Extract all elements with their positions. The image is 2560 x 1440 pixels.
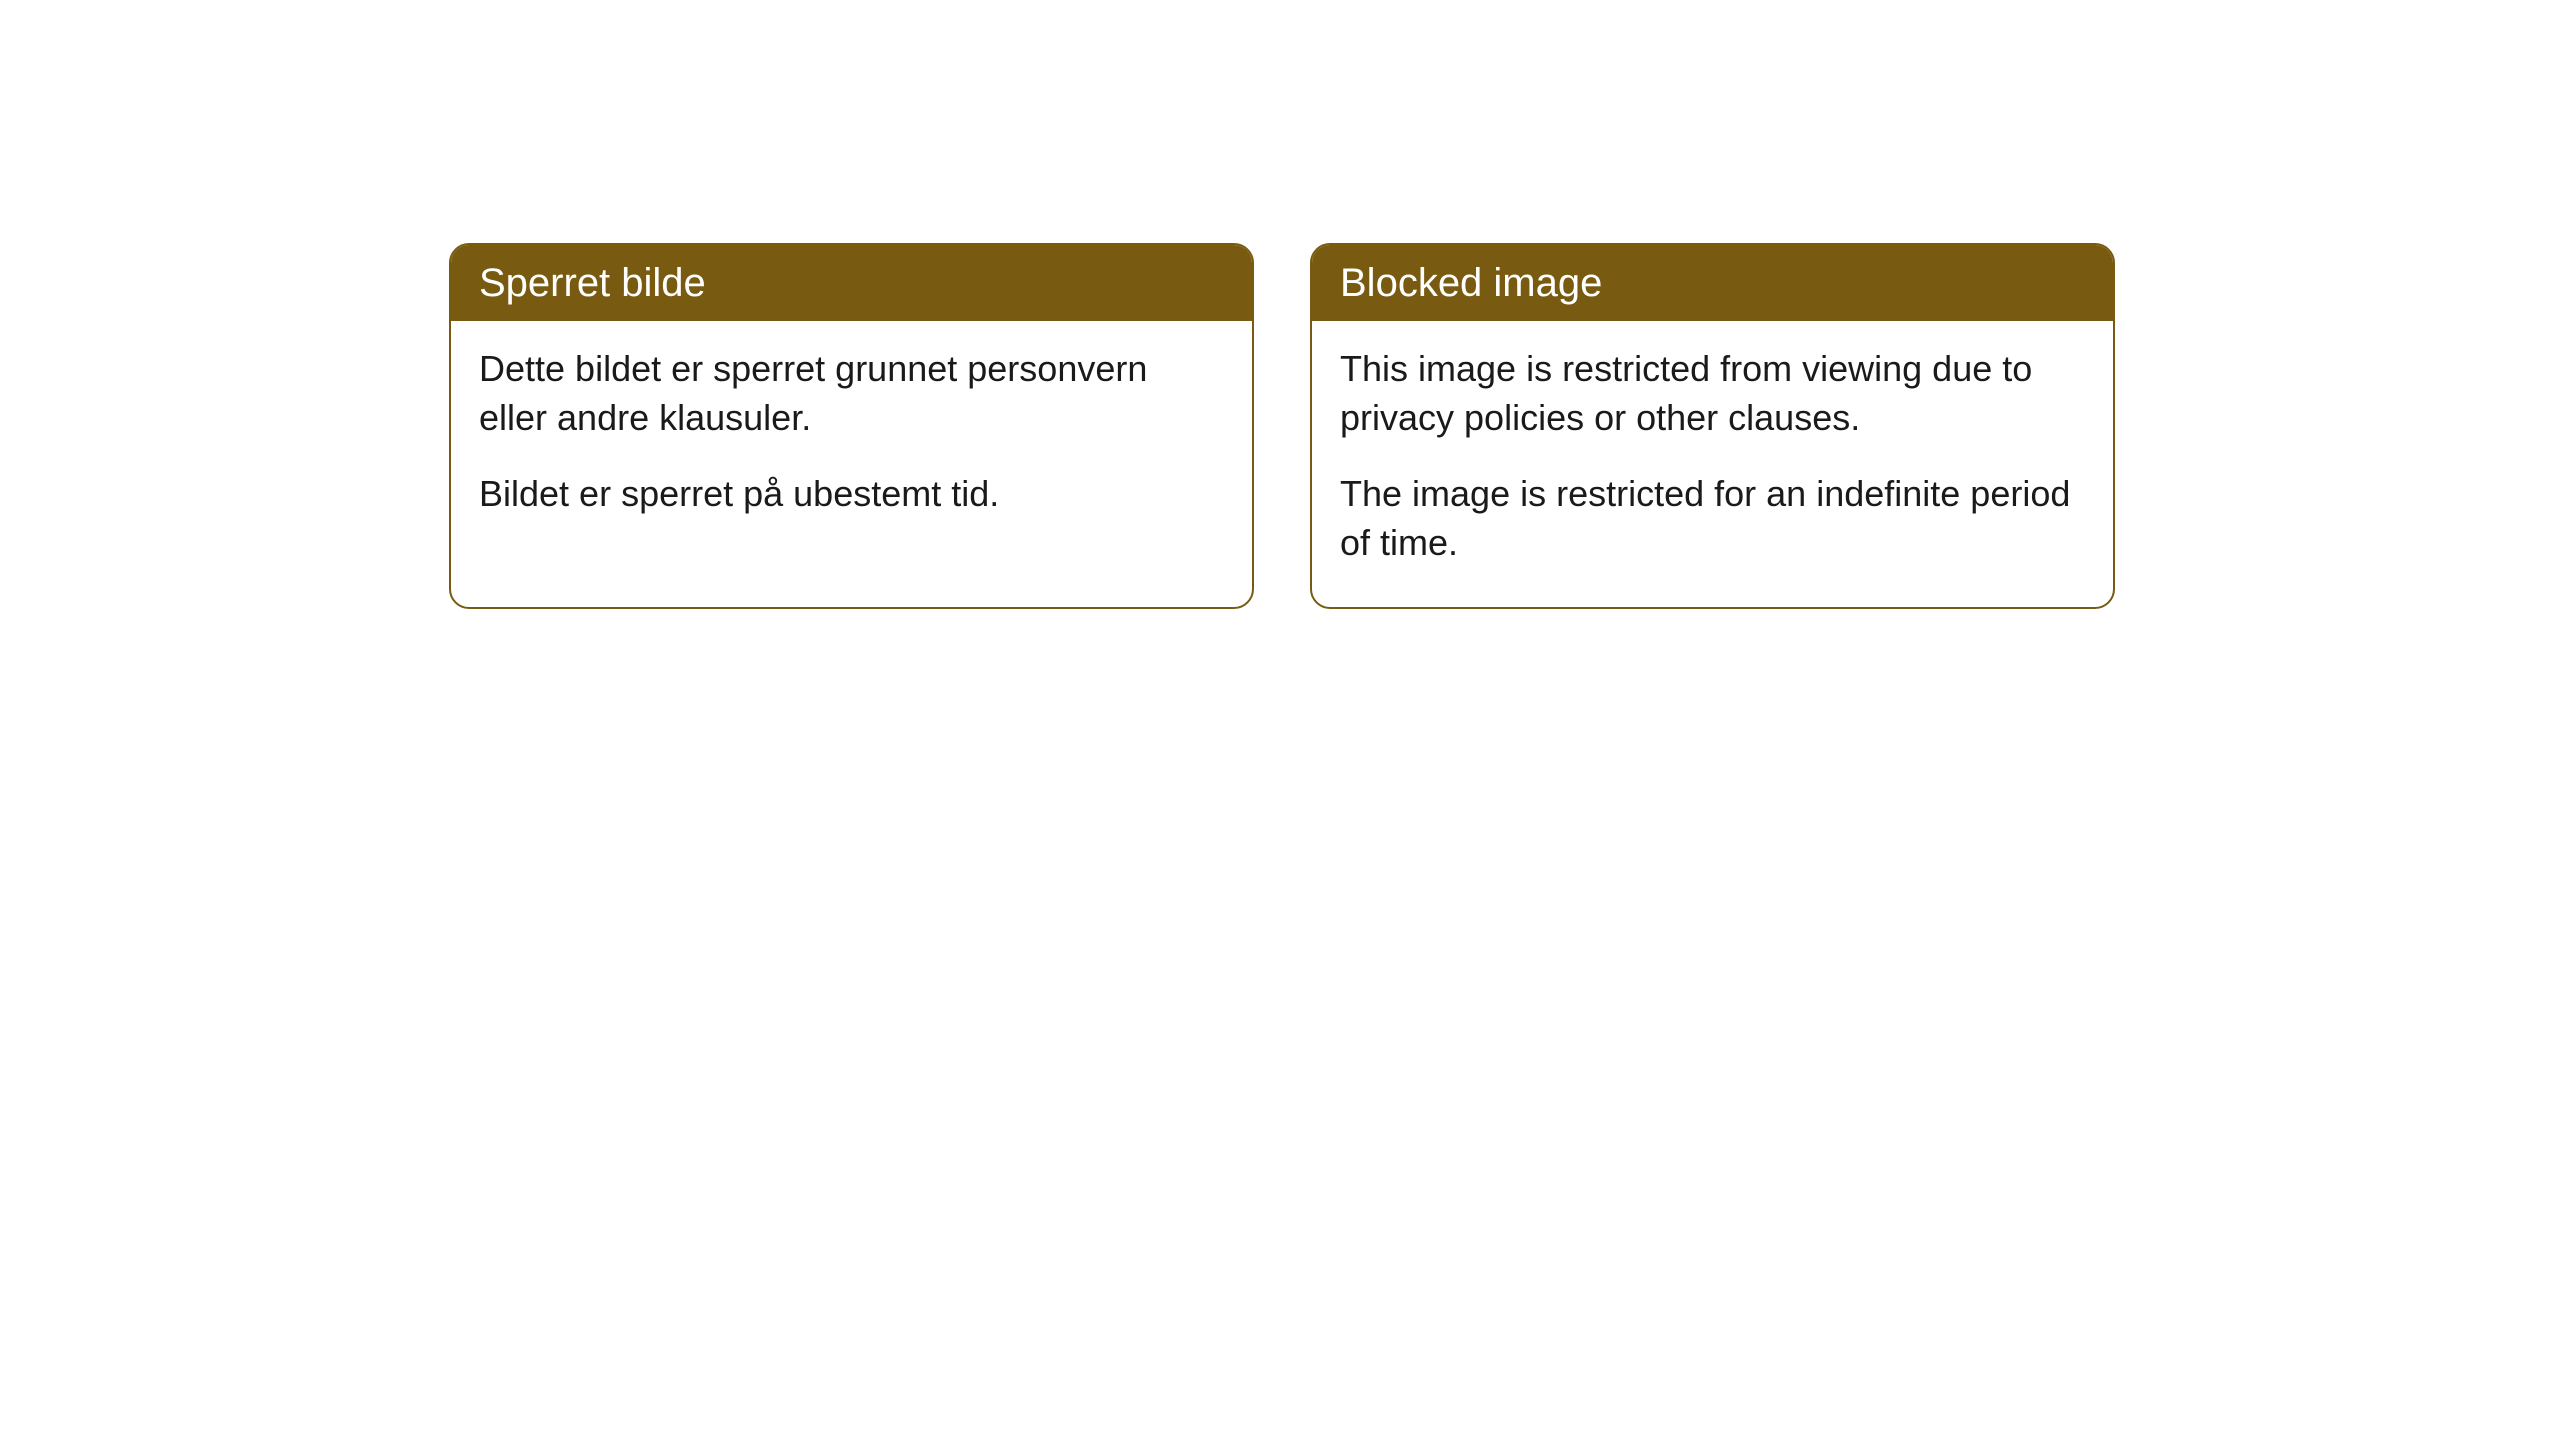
card-paragraph: Dette bildet er sperret grunnet personve… [479, 345, 1224, 442]
card-paragraph: Bildet er sperret på ubestemt tid. [479, 470, 1224, 519]
card-body: Dette bildet er sperret grunnet personve… [451, 321, 1252, 559]
card-header: Sperret bilde [451, 245, 1252, 321]
notice-container: Sperret bilde Dette bildet er sperret gr… [449, 243, 2115, 609]
card-header: Blocked image [1312, 245, 2113, 321]
card-paragraph: This image is restricted from viewing du… [1340, 345, 2085, 442]
card-body: This image is restricted from viewing du… [1312, 321, 2113, 607]
card-title: Sperret bilde [479, 261, 706, 305]
card-title: Blocked image [1340, 261, 1602, 305]
card-paragraph: The image is restricted for an indefinit… [1340, 470, 2085, 567]
notice-card-english: Blocked image This image is restricted f… [1310, 243, 2115, 609]
notice-card-norwegian: Sperret bilde Dette bildet er sperret gr… [449, 243, 1254, 609]
